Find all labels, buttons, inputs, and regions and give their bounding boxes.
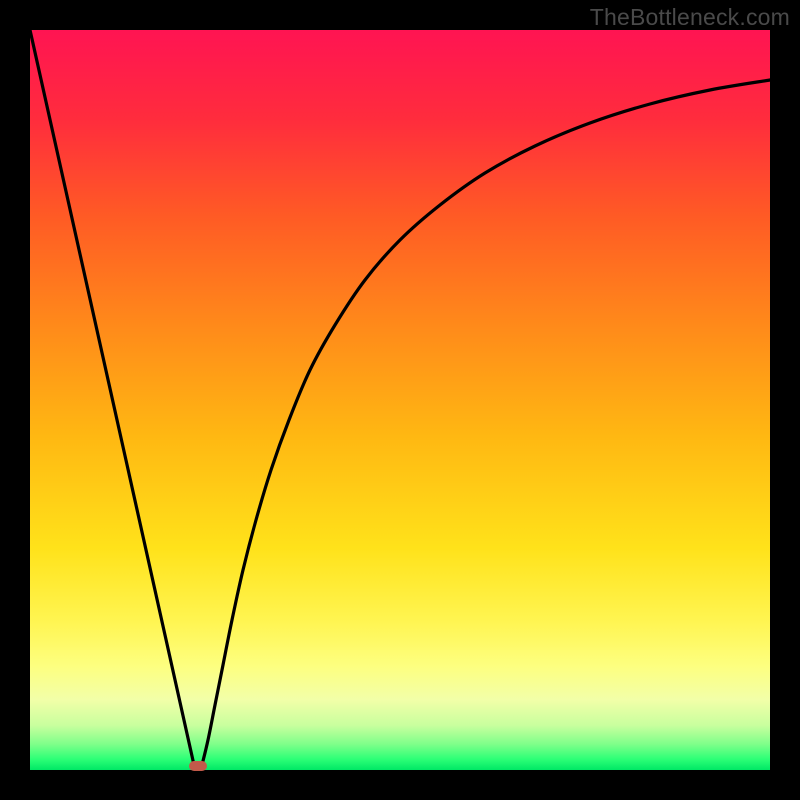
bottleneck-chart bbox=[0, 0, 800, 800]
minimum-marker bbox=[189, 761, 207, 771]
chart-stage: TheBottleneck.com bbox=[0, 0, 800, 800]
plot-background bbox=[30, 30, 770, 770]
watermark-text: TheBottleneck.com bbox=[590, 4, 790, 31]
